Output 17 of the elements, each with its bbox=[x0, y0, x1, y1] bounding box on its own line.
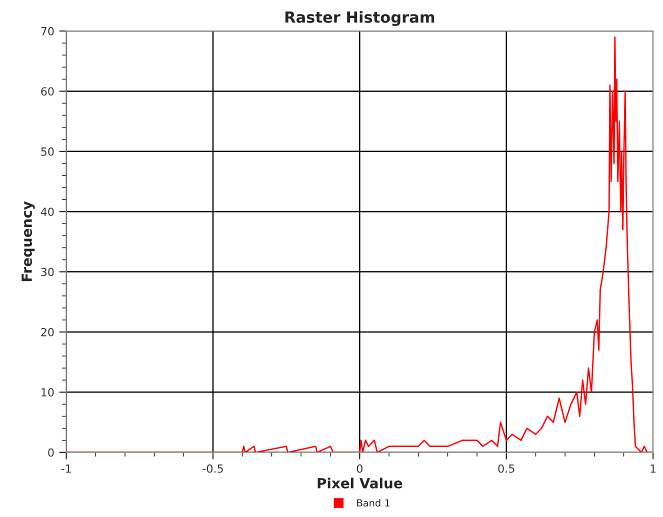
y-tick-label: 20 bbox=[41, 328, 54, 336]
y-tick-label: 70 bbox=[41, 26, 54, 36]
x-tick-label: -0.5 bbox=[202, 464, 223, 473]
y-axis-title: Frequency bbox=[22, 201, 35, 282]
x-tick-label: 0 bbox=[356, 464, 362, 473]
y-tick-label: 60 bbox=[41, 87, 54, 96]
y-tick-label: 10 bbox=[42, 388, 54, 397]
y-tick-label: 50 bbox=[41, 147, 54, 156]
y-tick-label: 40 bbox=[40, 208, 54, 216]
x-tick-label: 1 bbox=[650, 464, 656, 473]
chart-title: Raster Histogram bbox=[285, 11, 434, 26]
x-tick-label: 0.5 bbox=[498, 464, 514, 473]
x-tick-label: -1 bbox=[61, 464, 71, 473]
x-axis-title: Pixel Value bbox=[318, 478, 402, 488]
y-tick-label: 30 bbox=[41, 268, 54, 276]
y-tick-label: 0 bbox=[48, 448, 54, 457]
legend-label: Band 1 bbox=[357, 499, 390, 507]
